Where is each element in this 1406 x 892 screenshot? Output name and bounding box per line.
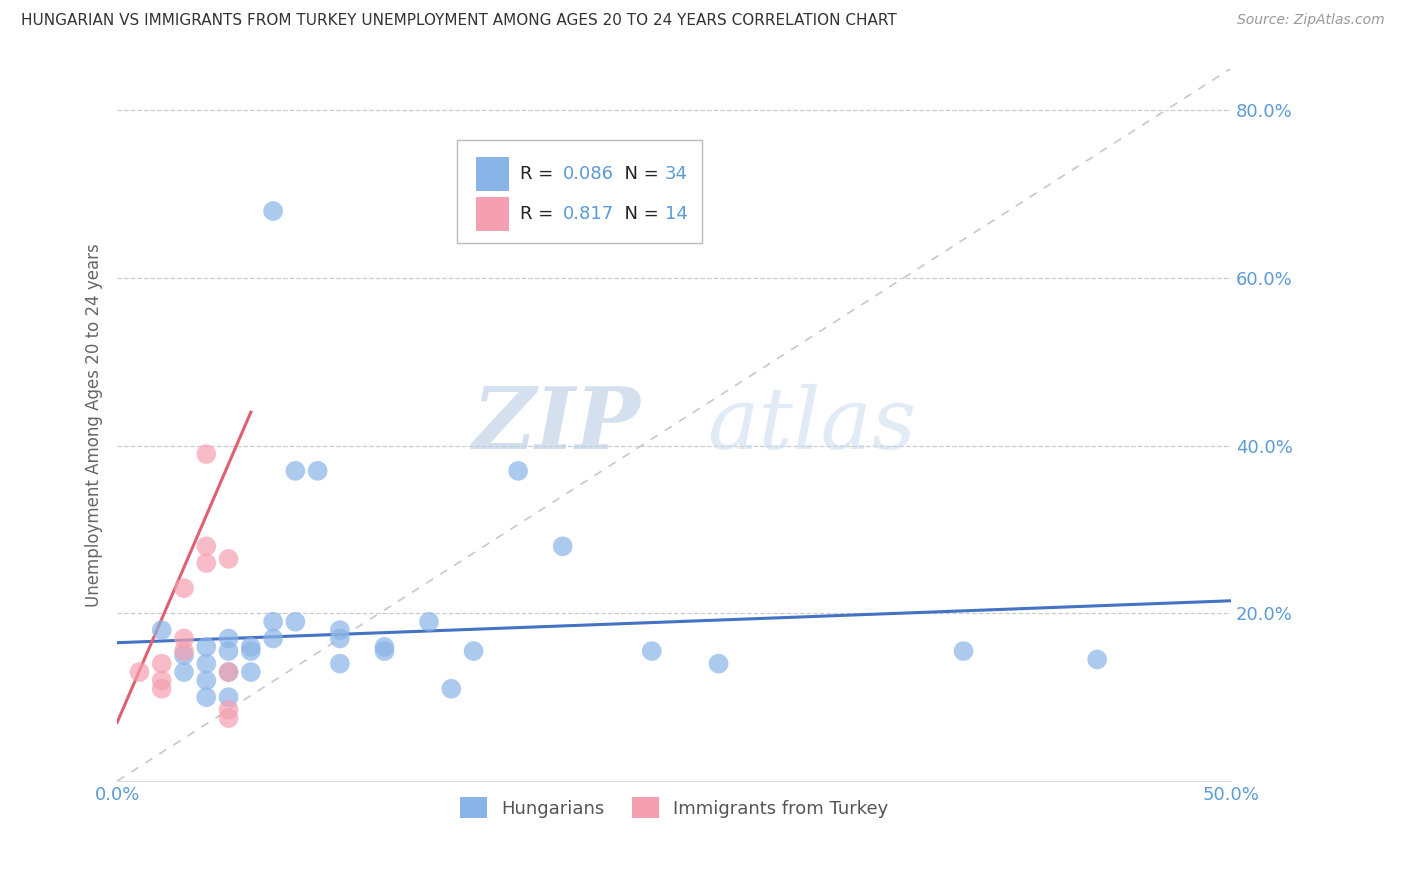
Text: N =: N = xyxy=(613,205,664,223)
Point xyxy=(284,615,307,629)
Text: 0.086: 0.086 xyxy=(562,165,613,183)
Text: R =: R = xyxy=(520,165,560,183)
Point xyxy=(307,464,329,478)
Point xyxy=(195,556,218,570)
Point xyxy=(150,657,173,671)
Point xyxy=(284,464,307,478)
Point xyxy=(641,644,664,658)
Point xyxy=(218,665,240,679)
Point xyxy=(195,657,218,671)
Text: atlas: atlas xyxy=(707,384,917,467)
Point xyxy=(440,681,463,696)
Point xyxy=(329,632,352,646)
Point xyxy=(150,673,173,688)
Point xyxy=(551,539,574,553)
Text: N =: N = xyxy=(613,165,664,183)
Point xyxy=(239,640,262,654)
Point xyxy=(150,623,173,637)
Point xyxy=(195,447,218,461)
Point xyxy=(218,711,240,725)
Point xyxy=(173,665,195,679)
Text: 34: 34 xyxy=(665,165,688,183)
Point xyxy=(173,648,195,663)
FancyBboxPatch shape xyxy=(457,140,702,244)
Point xyxy=(329,623,352,637)
FancyBboxPatch shape xyxy=(475,157,509,191)
Text: 14: 14 xyxy=(665,205,688,223)
Point xyxy=(707,657,730,671)
Point xyxy=(195,640,218,654)
Point xyxy=(329,657,352,671)
Point xyxy=(218,665,240,679)
Point xyxy=(218,552,240,566)
Point xyxy=(262,632,284,646)
Point xyxy=(463,644,485,658)
Point xyxy=(1085,652,1108,666)
Y-axis label: Unemployment Among Ages 20 to 24 years: Unemployment Among Ages 20 to 24 years xyxy=(86,243,103,607)
Legend: Hungarians, Immigrants from Turkey: Hungarians, Immigrants from Turkey xyxy=(453,790,896,825)
Point xyxy=(262,615,284,629)
Text: R =: R = xyxy=(520,205,560,223)
Point xyxy=(373,644,395,658)
Point xyxy=(373,640,395,654)
Point xyxy=(506,464,529,478)
Point xyxy=(218,644,240,658)
Point xyxy=(239,644,262,658)
Point xyxy=(195,673,218,688)
Point xyxy=(195,690,218,705)
Point xyxy=(952,644,974,658)
Point xyxy=(218,703,240,717)
Text: HUNGARIAN VS IMMIGRANTS FROM TURKEY UNEMPLOYMENT AMONG AGES 20 TO 24 YEARS CORRE: HUNGARIAN VS IMMIGRANTS FROM TURKEY UNEM… xyxy=(21,13,897,29)
Point xyxy=(173,581,195,595)
Text: Source: ZipAtlas.com: Source: ZipAtlas.com xyxy=(1237,13,1385,28)
Text: 0.817: 0.817 xyxy=(562,205,614,223)
Point xyxy=(239,665,262,679)
Point xyxy=(173,632,195,646)
Point xyxy=(262,204,284,219)
FancyBboxPatch shape xyxy=(475,197,509,231)
Point xyxy=(173,644,195,658)
Point xyxy=(218,632,240,646)
Point xyxy=(128,665,150,679)
Point xyxy=(195,539,218,553)
Point xyxy=(150,681,173,696)
Point xyxy=(418,615,440,629)
Point xyxy=(218,690,240,705)
Text: ZIP: ZIP xyxy=(472,383,641,467)
